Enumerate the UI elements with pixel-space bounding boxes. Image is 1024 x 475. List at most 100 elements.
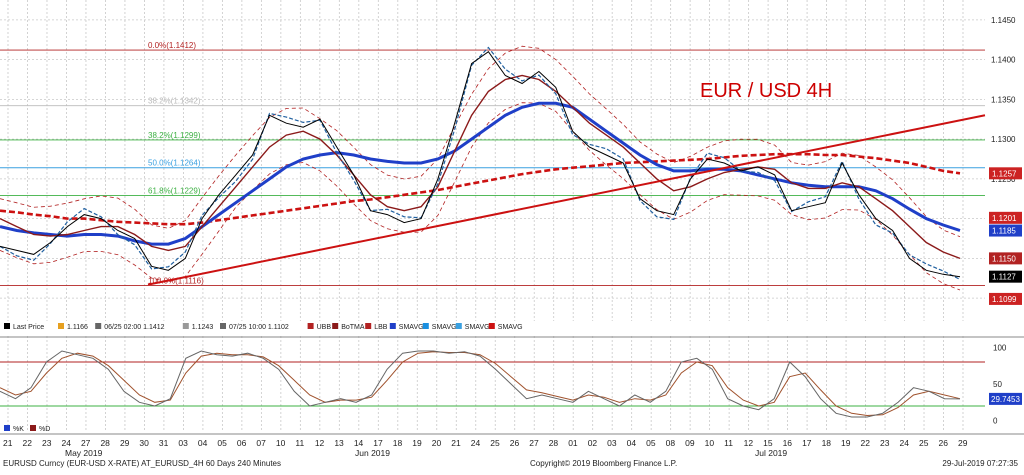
osc-legend-label: %D <box>39 426 50 433</box>
x-tick-label: 28 <box>100 438 110 448</box>
osc-series-k <box>0 350 961 418</box>
series-line-botma <box>0 74 961 260</box>
legend-swatch <box>182 323 189 329</box>
price-tag-label: 1.1150 <box>992 254 1016 263</box>
price-tag-label: 1.1201 <box>992 214 1017 223</box>
x-tick-label: 04 <box>198 438 208 448</box>
x-tick-label: 18 <box>822 438 832 448</box>
legend-label: SMAVG <box>432 324 457 331</box>
x-tick-label: 23 <box>880 438 890 448</box>
price-tag-box <box>989 270 1022 283</box>
fib-level-label: 50.0%(1.1264) <box>148 159 201 168</box>
osc-y-tick-label: 50 <box>993 380 1002 389</box>
footer: EURUSD Curncy (EUR-USD X-RATE) AT_EURUSD… <box>0 458 1024 470</box>
x-tick-label: 10 <box>276 438 286 448</box>
series-line-sma-red <box>0 152 961 226</box>
x-tick-label: 12 <box>315 438 325 448</box>
fib-level-label: 38.2%(1.1342) <box>148 97 201 106</box>
fib-level-label: 38.2%(1.1299) <box>148 131 201 140</box>
x-tick-label: 14 <box>354 438 364 448</box>
osc-legend-swatch <box>4 425 10 431</box>
legend-swatch <box>4 323 10 329</box>
legend-swatch <box>95 323 102 329</box>
y-tick-label: 1.1300 <box>991 135 1016 144</box>
legend-label: SMAVG <box>465 324 490 331</box>
x-tick-label: 21 <box>451 438 461 448</box>
x-tick-label: 12 <box>744 438 754 448</box>
footer-timestamp: 29-Jul-2019 07:27:35 <box>942 459 1018 468</box>
x-tick-label: 24 <box>471 438 481 448</box>
footer-security: EURUSD Curncy (EUR-USD X-RATE) AT_EURUSD… <box>3 459 281 468</box>
legend-swatch <box>455 323 462 329</box>
legend-swatch <box>422 323 429 329</box>
fib-level-label: 0.0%(1.1412) <box>148 41 196 50</box>
x-tick-label: 26 <box>510 438 520 448</box>
x-tick-label: 15 <box>763 438 773 448</box>
price-tag-box <box>989 224 1022 237</box>
y-tick-label: 1.1400 <box>991 56 1016 65</box>
price-tag-box <box>989 167 1022 180</box>
fib-level-label: 61.8%(1.1229) <box>148 187 201 196</box>
legend-swatch <box>389 323 396 329</box>
price-tag-box <box>989 252 1022 265</box>
x-tick-label: 03 <box>607 438 617 448</box>
footer-copyright: Copyright© 2019 Bloomberg Finance L.P. <box>530 459 678 468</box>
price-tag-box <box>989 211 1022 224</box>
legend-label: 1.1243 <box>192 324 214 331</box>
x-tick-label: 11 <box>295 438 304 448</box>
x-tick-label: 21 <box>3 438 13 448</box>
x-tick-label: 11 <box>724 438 733 448</box>
legend-label: SMAVG <box>498 324 523 331</box>
osc-legend-swatch <box>30 425 36 431</box>
x-tick-label: 17 <box>373 438 383 448</box>
price-tag-label: 1.1127 <box>992 273 1016 282</box>
legend-label: 1.1166 <box>67 324 88 331</box>
legend-label: 07/25 10:00 1.1102 <box>229 324 289 331</box>
x-tick-label: 26 <box>939 438 949 448</box>
legend-swatch <box>307 323 314 329</box>
x-month-label: Jul 2019 <box>755 448 787 458</box>
osc-legend-label: %K <box>13 426 24 433</box>
x-tick-label: 06 <box>237 438 247 448</box>
x-tick-label: 19 <box>841 438 851 448</box>
x-tick-label: 22 <box>861 438 871 448</box>
x-tick-label: 05 <box>646 438 656 448</box>
y-tick-label: 1.1450 <box>991 16 1016 25</box>
x-tick-label: 09 <box>685 438 695 448</box>
x-tick-label: 24 <box>900 438 910 448</box>
series-line-sma-blue <box>0 101 961 246</box>
x-tick-label: 02 <box>588 438 598 448</box>
legend-swatch <box>365 323 372 329</box>
legend-label: BoTMA <box>341 324 365 331</box>
fib-level-label: 100.0%(1.1116) <box>148 276 204 285</box>
plot-background <box>0 0 1024 458</box>
osc-series-d <box>0 351 961 417</box>
x-tick-label: 01 <box>568 438 578 448</box>
y-tick-label: 1.1250 <box>991 175 1016 184</box>
x-tick-label: 27 <box>81 438 91 448</box>
x-tick-label: 04 <box>627 438 637 448</box>
x-tick-label: 25 <box>919 438 929 448</box>
x-tick-label: 24 <box>61 438 71 448</box>
x-tick-label: 29 <box>958 438 968 448</box>
legend-label: LBB <box>374 324 388 331</box>
x-tick-label: 25 <box>490 438 500 448</box>
x-tick-label: 08 <box>666 438 676 448</box>
x-tick-label: 31 <box>159 438 169 448</box>
x-tick-label: 10 <box>705 438 715 448</box>
x-tick-label: 17 <box>802 438 812 448</box>
legend-swatch <box>58 323 64 329</box>
x-tick-label: 03 <box>178 438 188 448</box>
price-tag-label: 1.1099 <box>992 295 1017 304</box>
x-tick-label: 18 <box>393 438 403 448</box>
x-tick-label: 05 <box>217 438 227 448</box>
legend-swatch <box>220 323 226 329</box>
x-tick-label: 27 <box>529 438 539 448</box>
x-tick-label: 23 <box>42 438 52 448</box>
legend-swatch <box>332 323 339 329</box>
x-tick-label: 19 <box>412 438 422 448</box>
price-tag-label: 1.1257 <box>992 169 1017 178</box>
legend-swatch <box>488 323 495 329</box>
